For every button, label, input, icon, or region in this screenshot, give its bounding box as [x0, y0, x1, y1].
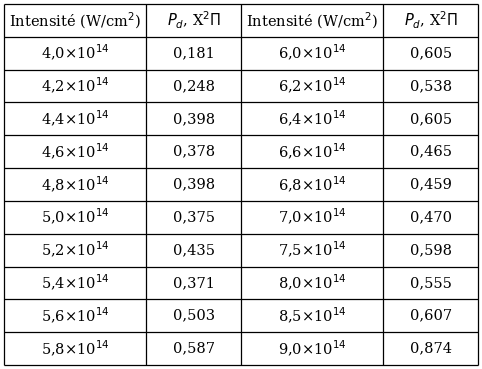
- Text: 0,465: 0,465: [410, 145, 452, 159]
- Text: 9,0×10$^{14}$: 9,0×10$^{14}$: [278, 338, 347, 359]
- Text: 6,2×10$^{14}$: 6,2×10$^{14}$: [278, 76, 347, 96]
- Text: 0,378: 0,378: [173, 145, 214, 159]
- Text: 0,459: 0,459: [410, 177, 452, 192]
- Text: 6,0×10$^{14}$: 6,0×10$^{14}$: [278, 43, 347, 63]
- Text: 0,605: 0,605: [410, 46, 452, 60]
- Text: $P_d$, X$^2Π$: $P_d$, X$^2Π$: [403, 10, 457, 31]
- Text: 0,605: 0,605: [410, 112, 452, 126]
- Text: 4,6×10$^{14}$: 4,6×10$^{14}$: [41, 142, 109, 162]
- Text: 6,8×10$^{14}$: 6,8×10$^{14}$: [278, 175, 347, 194]
- Text: 0,587: 0,587: [173, 342, 214, 356]
- Text: 5,2×10$^{14}$: 5,2×10$^{14}$: [41, 240, 109, 260]
- Text: 0,470: 0,470: [410, 210, 452, 224]
- Text: 6,6×10$^{14}$: 6,6×10$^{14}$: [278, 142, 347, 162]
- Text: 0,398: 0,398: [173, 112, 214, 126]
- Text: 0,598: 0,598: [410, 243, 452, 257]
- Text: 0,607: 0,607: [410, 309, 452, 323]
- Text: 0,371: 0,371: [173, 276, 214, 290]
- Text: 0,375: 0,375: [173, 210, 214, 224]
- Text: 4,2×10$^{14}$: 4,2×10$^{14}$: [41, 76, 109, 96]
- Text: 7,5×10$^{14}$: 7,5×10$^{14}$: [278, 240, 347, 260]
- Text: 0,555: 0,555: [410, 276, 452, 290]
- Text: 0,181: 0,181: [173, 46, 214, 60]
- Text: 0,538: 0,538: [410, 79, 452, 93]
- Text: 4,0×10$^{14}$: 4,0×10$^{14}$: [41, 43, 109, 63]
- Text: 0,398: 0,398: [173, 177, 214, 192]
- Text: $P_d$, X$^2Π$: $P_d$, X$^2Π$: [167, 10, 221, 31]
- Text: 5,0×10$^{14}$: 5,0×10$^{14}$: [41, 207, 109, 227]
- Text: Intensité (W/cm$^2$): Intensité (W/cm$^2$): [246, 10, 378, 31]
- Text: 0,874: 0,874: [410, 342, 452, 356]
- Text: 8,5×10$^{14}$: 8,5×10$^{14}$: [278, 306, 347, 326]
- Text: 6,4×10$^{14}$: 6,4×10$^{14}$: [278, 109, 347, 129]
- Text: 4,4×10$^{14}$: 4,4×10$^{14}$: [41, 109, 109, 129]
- Text: 5,4×10$^{14}$: 5,4×10$^{14}$: [41, 273, 109, 293]
- Text: 8,0×10$^{14}$: 8,0×10$^{14}$: [278, 273, 347, 293]
- Text: 0,248: 0,248: [173, 79, 214, 93]
- Text: Intensité (W/cm$^2$): Intensité (W/cm$^2$): [9, 10, 141, 31]
- Text: 7,0×10$^{14}$: 7,0×10$^{14}$: [278, 207, 347, 227]
- Text: 0,435: 0,435: [173, 243, 214, 257]
- Text: 0,503: 0,503: [173, 309, 214, 323]
- Text: 5,8×10$^{14}$: 5,8×10$^{14}$: [41, 338, 109, 359]
- Text: 5,6×10$^{14}$: 5,6×10$^{14}$: [41, 306, 109, 326]
- Text: 4,8×10$^{14}$: 4,8×10$^{14}$: [41, 175, 109, 194]
